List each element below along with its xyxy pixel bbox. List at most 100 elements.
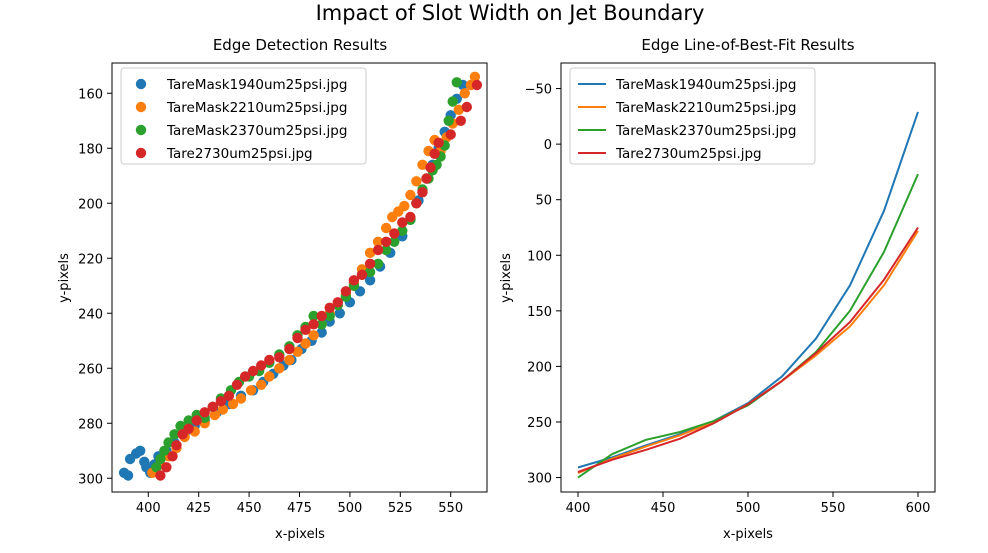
edge-detection-point-s3 [183,423,194,434]
edge-detection-point-s1 [292,346,303,357]
edge-detection-ticks: 400 425 450 475 500 525 550 160 180 200 220 240 260 2… [78,87,463,516]
edge-detection-point-s1 [417,159,428,170]
edge-detection-point-s3 [155,470,166,481]
edge-detection-legend-label: TareMask1940um25psi.jpg [166,77,347,93]
edge-detection-point-s3 [397,217,408,228]
edge-detection-point-s2 [159,445,170,456]
edge-detection-point-s3 [389,228,400,239]
edge-detection-point-s0 [316,327,327,338]
edge-detection-point-s3 [207,401,218,412]
edge-detection-xtick-label: 500 [337,501,362,516]
edge-detection-point-s1 [274,363,285,374]
edge-detection-point-s3 [405,211,416,223]
edge-detection-point-s1 [453,104,464,116]
best-fit-legend-label: TareMask2370um25psi.jpg [615,123,796,139]
edge-detection-point-s3 [231,379,243,390]
edge-detection-point-s3 [348,275,360,286]
edge-detection-point-s2 [397,225,408,236]
edge-detection-point-s3 [417,187,428,198]
best-fit-marks [577,111,919,479]
edge-detection-xtick-label: 525 [388,501,413,516]
edge-detection-point-s3 [161,462,172,473]
best-fit-ytick-label: −50 [525,83,552,98]
edge-detection-legend-marker [135,147,147,159]
edge-detection-legend: TareMask1940um25psi.jpg TareMask2210um25p… [120,67,367,165]
edge-detection-plot: Edge Detection Results 400 425 450 475 500 52… [57,36,488,542]
edge-detection-legend-label: TareMask2370um25psi.jpg [166,123,347,139]
edge-detection-point-s3 [171,440,182,451]
edge-detection-point-s2 [183,415,194,426]
edge-detection-legend-marker [135,78,147,90]
edge-detection-point-s3 [247,365,259,377]
edge-detection-point-s2 [364,266,376,278]
edge-detection-point-s3 [433,137,444,148]
best-fit-ytick-label: 0 [544,138,552,153]
edge-detection-point-s1 [245,385,257,396]
edge-detection-point-s1 [459,88,470,99]
best-fit-ytick-label: 300 [527,472,552,487]
edge-detection-marks [118,71,483,481]
best-fit-ytick-label: 100 [527,249,552,264]
edge-detection-point-s3 [191,415,202,426]
edge-detection-point-s3 [332,297,343,308]
edge-detection-point-s2 [151,462,162,473]
edge-detection-point-s3 [308,319,319,330]
edge-detection-legend-label: Tare2730um25psi.jpg [166,146,313,162]
best-fit-ytick-label: 250 [527,416,552,431]
edge-detection-point-s3 [324,302,335,313]
edge-detection-point-s3 [425,162,436,173]
edge-detection-point-s3 [471,79,483,91]
edge-detection-point-s1 [284,354,295,366]
best-fit-series-line-3 [577,226,919,473]
best-fit-legend-label: TareMask2210um25psi.jpg [615,100,796,116]
edge-detection-point-s1 [217,404,229,415]
edge-detection-legend-marker [135,124,147,136]
best-fit-xtick-label: 500 [736,501,761,516]
edge-detection-legend-marker [135,101,147,113]
edge-detection-ytick-label: 280 [78,417,103,432]
edge-detection-point-s3 [300,324,311,335]
edge-detection-ytick-label: 240 [78,307,103,322]
edge-detection-point-s3 [445,129,456,140]
best-fit-legend: TareMask1940um25psi.jpg TareMask2210um25p… [569,67,816,165]
edge-detection-point-s3 [167,451,178,462]
best-fit-legend-label: Tare2730um25psi.jpg [615,146,762,162]
edge-detection-xlabel: x-pixels [275,527,325,542]
edge-detection-point-s1 [411,176,422,187]
edge-detection-xtick-label: 450 [237,501,262,516]
edge-detection-point-s3 [381,236,392,247]
edge-detection-point-s3 [284,343,295,355]
edge-detection-ylabel: y-pixels [57,253,72,303]
edge-detection-ytick-label: 180 [78,142,103,157]
edge-detection-point-s0 [122,470,134,481]
edge-detection-ytick-label: 300 [78,472,103,487]
edge-detection-point-s1 [381,222,392,234]
edge-detection-point-s3 [340,286,352,297]
edge-detection-point-s1 [264,371,275,382]
edge-detection-point-s3 [429,148,440,159]
edge-detection-point-s2 [308,310,319,322]
edge-detection-point-s1 [364,247,376,258]
edge-detection-point-s3 [199,407,210,418]
edge-detection-point-s1 [300,338,311,349]
edge-detection-point-s0 [135,445,146,456]
edge-detection-point-s2 [163,437,174,448]
best-fit-xtick-label: 550 [821,501,846,516]
edge-detection-point-s0 [364,275,376,286]
edge-detection-point-s3 [421,173,432,184]
edge-detection-point-s2 [447,96,458,107]
edge-detection-point-s2 [175,420,186,432]
edge-detection-legend-label: TareMask2210um25psi.jpg [166,100,347,116]
best-fit-legend-label: TareMask1940um25psi.jpg [615,77,796,93]
edge-detection-xtick-label: 400 [136,501,161,516]
edge-detection-ytick-label: 160 [78,87,103,102]
edge-detection-point-s2 [169,429,180,440]
best-fit-ytick-label: 150 [527,305,552,320]
best-fit-ylabel: y-pixels [499,253,514,303]
edge-detection-point-s2 [451,77,462,88]
edge-detection-point-s0 [334,308,345,319]
edge-detection-point-s3 [316,310,327,322]
edge-detection-point-s3 [239,371,251,382]
